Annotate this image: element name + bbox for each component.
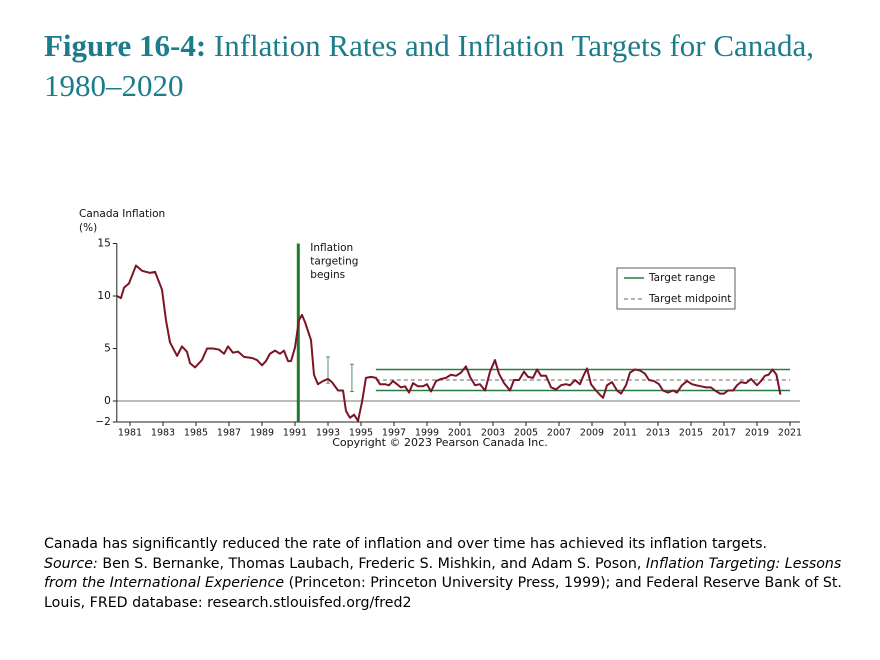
x-tick-label: 1997 (382, 428, 406, 439)
annotation: targeting (310, 256, 358, 268)
chart-title: Inflation Rates and Inflation Targets fo… (44, 28, 815, 103)
source-authors: Ben S. Bernanke, Thomas Laubach, Frederi… (102, 555, 642, 572)
annotation: Inflation (310, 242, 353, 254)
x-tick-label: 1983 (151, 428, 175, 439)
x-tick-label: 2017 (712, 428, 736, 439)
x-tick-label: 2005 (514, 428, 538, 439)
legend-label: Target range (648, 272, 715, 284)
copyright: Copyright © 2023 Pearson Canada Inc. (332, 436, 548, 449)
x-tick-label: 1989 (250, 428, 274, 439)
x-tick-label: 2019 (745, 428, 769, 439)
x-tick-label: 2001 (448, 428, 472, 439)
source-rest: (Princeton: Princeton University Press, … (44, 575, 842, 611)
y-axis-label: Canada Inflation (79, 208, 165, 220)
source-label: Source: (44, 555, 98, 572)
x-tick-label: 1991 (283, 428, 307, 439)
x-tick-label: 1981 (118, 428, 142, 439)
caption: Canada has significantly reduced the rat… (44, 535, 844, 613)
y-tick-label: 5 (104, 343, 111, 355)
x-tick-label: 2013 (646, 428, 670, 439)
annotation: begins (310, 269, 345, 281)
x-tick-label: 2009 (580, 428, 604, 439)
title: Figure 16-4: Inflation Rates and Inflati… (44, 26, 844, 106)
source-book: Inflation Targeting: Lessons from the In… (44, 555, 842, 592)
y-tick-label: 15 (97, 238, 110, 250)
x-tick-label: 2003 (481, 428, 505, 439)
figure-label: Figure 16-4: (44, 28, 207, 63)
x-tick-label: 2021 (778, 428, 802, 439)
x-tick-label: 1999 (415, 428, 439, 439)
x-tick-label: 2011 (613, 428, 637, 439)
legend-box (616, 267, 736, 310)
x-tick-label: 2007 (547, 428, 571, 439)
x-tick-label: 1993 (316, 428, 340, 439)
y-tick-label: −2 (95, 416, 110, 428)
caption-note: Canada has significantly reduced the rat… (44, 536, 768, 552)
x-tick-label: 2015 (679, 428, 703, 439)
y-axis-label: (%) (79, 222, 97, 234)
y-tick-label: 0 (104, 395, 111, 407)
x-tick-label: 1995 (349, 428, 373, 439)
inflation-line (116, 264, 782, 422)
x-tick-label: 1985 (184, 428, 208, 439)
legend-label: Target midpoint (648, 293, 731, 305)
x-tick-label: 1987 (217, 428, 241, 439)
y-tick-label: 10 (97, 290, 110, 302)
